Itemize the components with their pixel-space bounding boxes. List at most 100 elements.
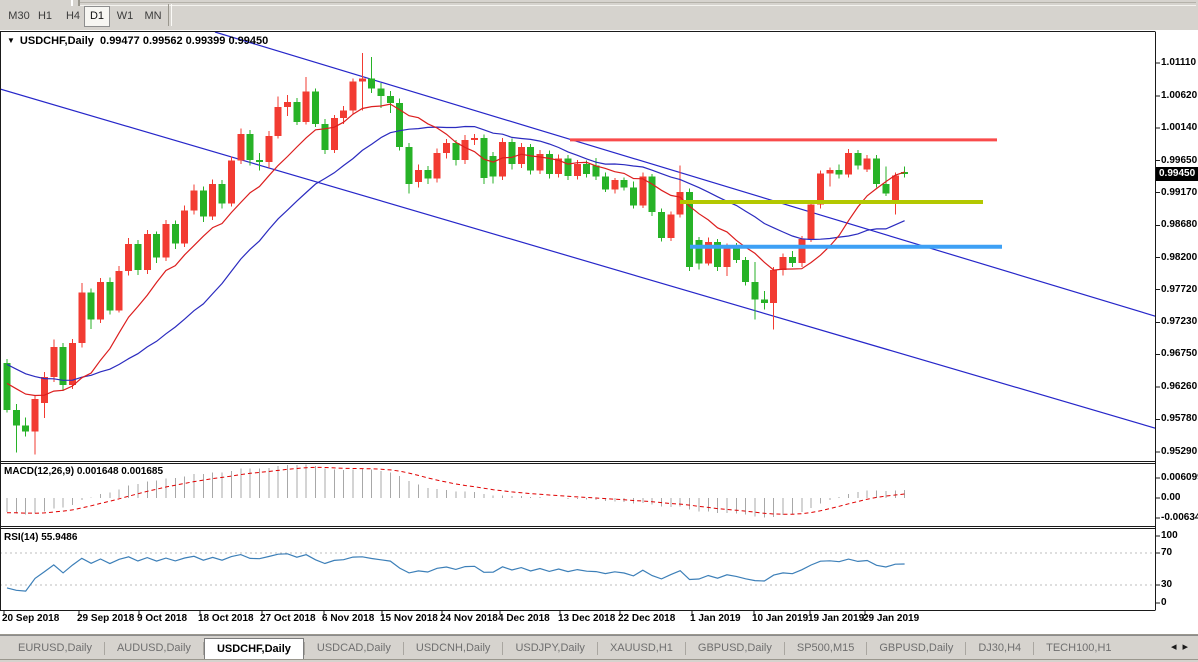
candle-body <box>40 377 48 404</box>
candle-body <box>59 347 67 386</box>
timeframe-button-mn[interactable]: MN <box>144 10 162 22</box>
candle-body <box>751 282 759 300</box>
chart-tab-gbpusd-daily[interactable]: GBPUSD,Daily <box>879 642 954 654</box>
trend-channel-line[interactable] <box>214 32 1158 317</box>
chart-tab-dj30-h4[interactable]: DJ30,H4 <box>978 642 1022 654</box>
candle-body <box>676 192 684 215</box>
date-axis-label: 13 Dec 2018 <box>558 613 616 624</box>
candle-body <box>527 147 535 171</box>
tab-scroll-left-icon[interactable]: ◂ <box>1170 641 1183 653</box>
candle-body <box>845 153 852 175</box>
date-axis-label: 1 Jan 2019 <box>690 613 741 624</box>
tab-divider <box>965 642 967 655</box>
timeframe-button-m30[interactable]: M30 <box>8 10 30 22</box>
candle-body <box>639 176 647 206</box>
chart-dropdown-icon[interactable]: ▼ <box>7 36 15 45</box>
chart-tab-usdchf-daily[interactable]: USDCHF,Daily <box>203 638 304 659</box>
rsi-line <box>6 553 905 592</box>
chart-client-area[interactable]: ▼ USDCHF,Daily 0.99477 0.99562 0.99399 0.… <box>0 30 1198 635</box>
macd-indicator-values: 0.001648 0.001685 <box>76 466 164 477</box>
date-axis-label: 4 Dec 2018 <box>498 613 550 624</box>
candle-body <box>480 137 488 178</box>
candle-body <box>648 176 656 213</box>
macd-indicator-name: MACD(12,26,9) <box>4 466 75 477</box>
pane-splitter[interactable] <box>0 524 1155 528</box>
candle-body <box>770 270 778 303</box>
toolbar-grip-icon[interactable] <box>71 0 80 6</box>
rsi-axis-label: 30 <box>1161 579 1173 590</box>
candle-body <box>50 347 58 378</box>
chart-tab-usdcnh-daily[interactable]: USDCNH,Daily <box>415 642 491 654</box>
candle-body <box>115 270 123 311</box>
macd-pane-label: MACD(12,26,9) 0.001648 0.001685 <box>4 466 163 477</box>
chart-tab-audusd-daily[interactable]: AUDUSD,Daily <box>116 642 191 654</box>
date-axis-label: 22 Dec 2018 <box>618 613 676 624</box>
chart-tab-eurusd-daily[interactable]: EURUSD,Daily <box>18 642 92 654</box>
rsi-axis-label: 0 <box>1161 597 1167 608</box>
candle-body <box>209 183 217 217</box>
candle-body <box>901 172 909 174</box>
tab-divider <box>866 642 868 655</box>
candle-body <box>686 192 694 267</box>
candle-body <box>218 183 226 204</box>
price-axis-label: 1.00620 <box>1161 89 1198 101</box>
candle-body <box>199 190 207 217</box>
chart-tab-gbpusd-daily[interactable]: GBPUSD,Daily <box>697 642 772 654</box>
tab-scroll-right-icon[interactable]: ▸ <box>1182 641 1194 653</box>
candle-body <box>162 224 170 258</box>
date-axis-label: 20 Sep 2018 <box>2 613 60 624</box>
chart-tab-xauusd-h1[interactable]: XAUUSD,H1 <box>609 642 673 654</box>
candle-body <box>190 190 198 211</box>
timeframe-button-h1[interactable]: H1 <box>37 10 53 22</box>
candle-body <box>704 242 712 264</box>
chart-tab-usdcad-daily[interactable]: USDCAD,Daily <box>316 642 391 654</box>
timeframe-button-h4[interactable]: H4 <box>65 10 81 22</box>
chart-tabs: EURUSD,Daily AUDUSD,Daily USDCHF,Daily USDC… <box>6 638 1124 659</box>
candle-body <box>246 133 254 160</box>
price-axis-label: 0.96260 <box>1161 381 1198 393</box>
chart-symbol-label: USDCHF,Daily <box>19 35 94 47</box>
macd-axis-label: 0.00 <box>1161 492 1181 503</box>
candle-body <box>312 91 320 124</box>
candle-body <box>368 78 376 89</box>
candle-body <box>12 409 20 426</box>
chart-tab-tech100-h1[interactable]: TECH100,H1 <box>1046 642 1112 654</box>
timeframe-button-w1[interactable]: W1 <box>116 10 134 22</box>
candle-body <box>742 260 750 283</box>
pane-splitter[interactable] <box>0 459 1155 463</box>
tab-divider <box>783 642 785 655</box>
chart-tab-sp500-m15[interactable]: SP500,M15 <box>796 642 855 654</box>
rsi-pane-label: RSI(14) 55.9486 <box>4 532 77 543</box>
candle-body <box>620 179 628 188</box>
chart-tab-usdjpy-daily[interactable]: USDJPY,Daily <box>515 642 585 654</box>
rsi-pane <box>0 552 1155 592</box>
candle-body <box>583 163 591 174</box>
candle-body <box>227 160 235 204</box>
date-axis-label: 19 Jan 2019 <box>808 613 865 624</box>
candle-body <box>807 204 815 239</box>
candle-body <box>499 141 507 177</box>
price-axis-label: 1.00140 <box>1161 121 1198 133</box>
chart-canvas[interactable] <box>0 30 1198 635</box>
tab-scroll-arrows: ◂▸ <box>1171 640 1194 653</box>
candle-body <box>826 169 834 174</box>
candle-body <box>732 246 740 261</box>
main-pane <box>0 32 1158 455</box>
timeframe-button-d1[interactable]: D1 <box>84 6 110 27</box>
candle-body <box>321 123 329 150</box>
candle-body <box>97 282 104 320</box>
candle-body <box>891 175 899 204</box>
candle-body <box>349 81 357 111</box>
candle-body <box>779 256 787 271</box>
rsi-indicator-name: RSI(14) <box>4 532 39 543</box>
candle-body <box>405 147 413 184</box>
current-price-tag: 0.99450 <box>1156 166 1198 181</box>
candle-body <box>284 101 291 108</box>
candle-body <box>601 176 609 190</box>
candle-body <box>508 141 516 164</box>
candle-body <box>293 101 301 122</box>
trend-channel-line[interactable] <box>0 88 1158 429</box>
candle-body <box>358 78 366 82</box>
candle-body <box>452 143 460 160</box>
candle-body <box>134 244 142 271</box>
